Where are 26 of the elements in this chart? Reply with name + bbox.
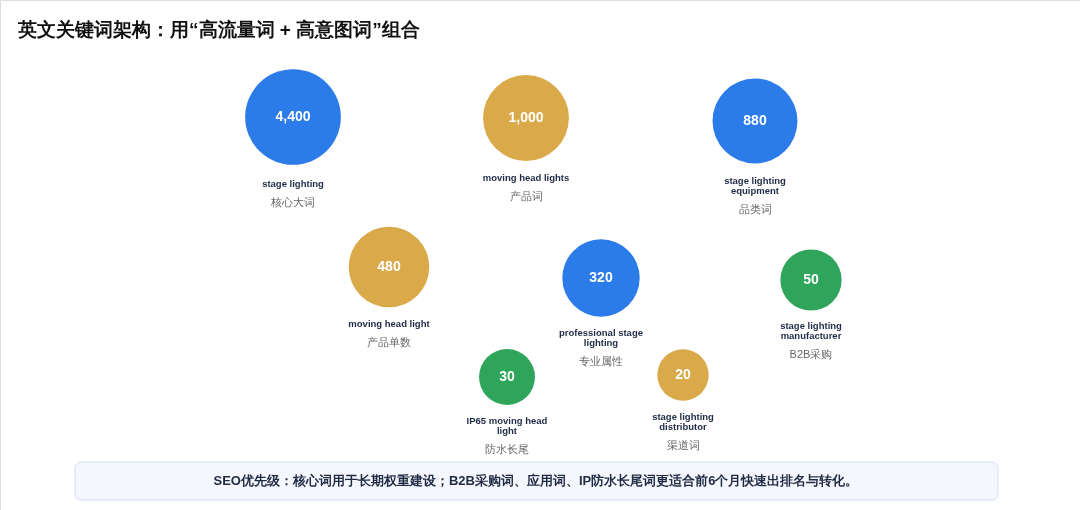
text: 产品词 bbox=[509, 190, 543, 203]
data-label: 480 bbox=[377, 258, 401, 274]
text: 品类词 bbox=[738, 202, 772, 215]
category-label: professional stage lighting bbox=[559, 326, 643, 348]
category-label: stage lighting equipment bbox=[724, 174, 787, 196]
category-label: IP65 moving head light bbox=[466, 414, 548, 436]
category-label: stage lighting bbox=[262, 178, 325, 189]
text: 英文关键词架构：用“高流量词 + 高意图词”组合 bbox=[17, 19, 420, 40]
data-label: 20 bbox=[675, 366, 691, 382]
data-label: 1,000 bbox=[508, 109, 544, 125]
data-label: 50 bbox=[803, 271, 819, 287]
text: 渠道词 bbox=[666, 439, 700, 451]
category-label: stage lighting manufacturer bbox=[780, 320, 843, 342]
category-label: moving head lights bbox=[482, 172, 570, 184]
data-label: 30 bbox=[499, 368, 515, 384]
text: 专业属性 bbox=[579, 354, 623, 367]
data-label: 320 bbox=[589, 269, 613, 285]
text: SEO优先级：核心词用于长期权重建设；B2B采购词、应用词、IP防水长尾词更适合前6个月快速出排名与转化。 bbox=[213, 473, 859, 488]
text: B2B采购 bbox=[789, 348, 833, 361]
data-label: 4,400 bbox=[275, 108, 311, 124]
category-label: stage lighting distributor bbox=[652, 411, 715, 432]
text: 产品单数 bbox=[367, 335, 411, 348]
category-label: moving head light bbox=[348, 317, 431, 329]
text: 防水长尾 bbox=[485, 442, 529, 455]
data-label: 880 bbox=[743, 112, 767, 128]
text: 核心大词 bbox=[271, 196, 315, 208]
